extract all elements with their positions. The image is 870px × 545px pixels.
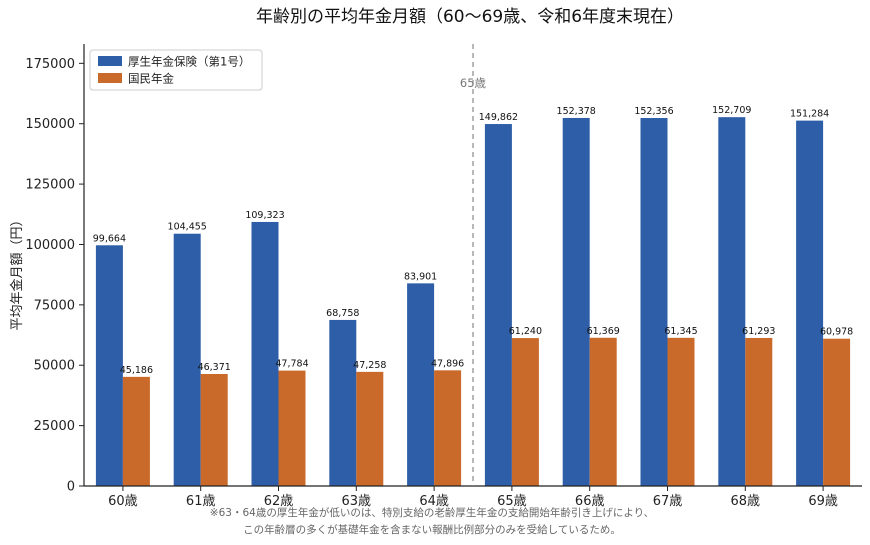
bar-kokumin-3 xyxy=(356,371,384,486)
footnote-line-2: この年齢層の多くが基礎年金を含まない報酬比例部分のみを受給しているため。 xyxy=(243,523,621,536)
x-tick-label-0: 60歳 xyxy=(108,494,138,509)
bar-kosei-1 xyxy=(173,233,201,486)
x-tick-label-7: 67歳 xyxy=(653,494,683,509)
value-label-kokumin-1: 46,371 xyxy=(198,362,231,373)
x-tick-label-1: 61歳 xyxy=(186,494,216,509)
value-label-kokumin-2: 47,784 xyxy=(275,359,308,370)
x-tick-label-8: 68歳 xyxy=(731,494,761,509)
y-tick-label-4: 100000 xyxy=(25,238,75,253)
value-label-kokumin-6: 61,369 xyxy=(587,326,620,337)
bar-kosei-4 xyxy=(407,283,435,486)
bar-kokumin-1 xyxy=(200,374,228,486)
bar-kokumin-0 xyxy=(122,376,150,486)
bar-kokumin-9 xyxy=(823,338,851,486)
bar-kosei-5 xyxy=(484,124,512,486)
bar-kosei-7 xyxy=(640,118,668,487)
value-label-kosei-7: 152,356 xyxy=(634,106,673,117)
bar-kosei-2 xyxy=(251,221,279,487)
value-label-kokumin-7: 61,345 xyxy=(664,326,697,337)
x-tick-label-5: 65歳 xyxy=(497,494,527,509)
legend-box xyxy=(89,49,263,91)
y-tick-label-6: 150000 xyxy=(25,117,75,132)
bar-kosei-0 xyxy=(95,245,123,486)
axes-group: 0 25000 50000 75000 100000 125000 150000 175000… xyxy=(25,44,862,509)
x-tick-label-6: 66歳 xyxy=(575,494,605,509)
bar-kokumin-5 xyxy=(511,338,539,486)
value-label-kosei-6: 152,378 xyxy=(557,106,596,117)
value-label-kokumin-4: 47,896 xyxy=(431,358,464,369)
y-tick-label-1: 25000 xyxy=(34,419,75,434)
value-label-kosei-4: 83,901 xyxy=(404,271,437,282)
bar-kokumin-2 xyxy=(278,370,306,486)
bars-group: 99,664 45,186 104,455 46,371 109,323 47,784 68… xyxy=(93,105,853,487)
legend-label-0: 厚生年金保険（第1号） xyxy=(128,55,250,69)
y-axis-label: 平均年金月額（円） xyxy=(9,213,25,330)
bar-kosei-3 xyxy=(329,319,357,486)
value-label-kosei-1: 104,455 xyxy=(168,222,207,233)
y-tick-label-5: 125000 xyxy=(25,178,75,193)
bar-kokumin-7 xyxy=(667,337,695,486)
value-label-kosei-2: 109,323 xyxy=(245,210,284,221)
bar-kosei-9 xyxy=(796,120,824,487)
chart-title: 年齢別の平均年金月額（60〜69歳、令和6年度末現在） xyxy=(256,7,684,27)
value-label-kokumin-8: 61,293 xyxy=(742,326,775,337)
value-label-kosei-9: 151,284 xyxy=(790,109,829,120)
bar-kosei-6 xyxy=(562,117,590,486)
value-label-kokumin-9: 60,978 xyxy=(820,327,853,338)
value-label-kokumin-3: 47,258 xyxy=(353,360,386,371)
value-label-kosei-8: 152,709 xyxy=(712,105,751,116)
y-tick-label-3: 75000 xyxy=(34,298,75,313)
legend: 厚生年金保険（第1号） 国民年金 xyxy=(89,49,263,91)
value-label-kosei-3: 68,758 xyxy=(326,308,359,319)
value-label-kokumin-5: 61,240 xyxy=(509,326,542,337)
value-label-kokumin-0: 45,186 xyxy=(120,365,153,376)
legend-label-1: 国民年金 xyxy=(128,72,174,86)
bar-kosei-8 xyxy=(718,117,746,486)
value-label-kosei-0: 99,664 xyxy=(93,233,126,244)
bar-kokumin-4 xyxy=(434,370,462,486)
x-tick-label-3: 63歳 xyxy=(342,494,372,509)
x-tick-label-2: 62歳 xyxy=(264,494,294,509)
footnote-line-1: ※63・64歳の厚生年金が低いのは、特別支給の老齢厚生年金の支給開始年齢引き上げ… xyxy=(210,506,654,519)
bar-kokumin-8 xyxy=(745,337,773,486)
y-tick-label-2: 50000 xyxy=(34,359,75,374)
y-tick-label-7: 175000 xyxy=(25,57,75,72)
x-tick-label-9: 69歳 xyxy=(808,494,838,509)
divider-label-65: 65歳 xyxy=(460,76,487,90)
legend-swatch-1 xyxy=(98,73,122,83)
x-tick-label-4: 64歳 xyxy=(419,494,449,509)
value-label-kosei-5: 149,862 xyxy=(479,112,518,123)
bar-kokumin-6 xyxy=(589,337,617,486)
legend-swatch-0 xyxy=(98,56,122,66)
y-tick-label-0: 0 xyxy=(67,480,75,495)
